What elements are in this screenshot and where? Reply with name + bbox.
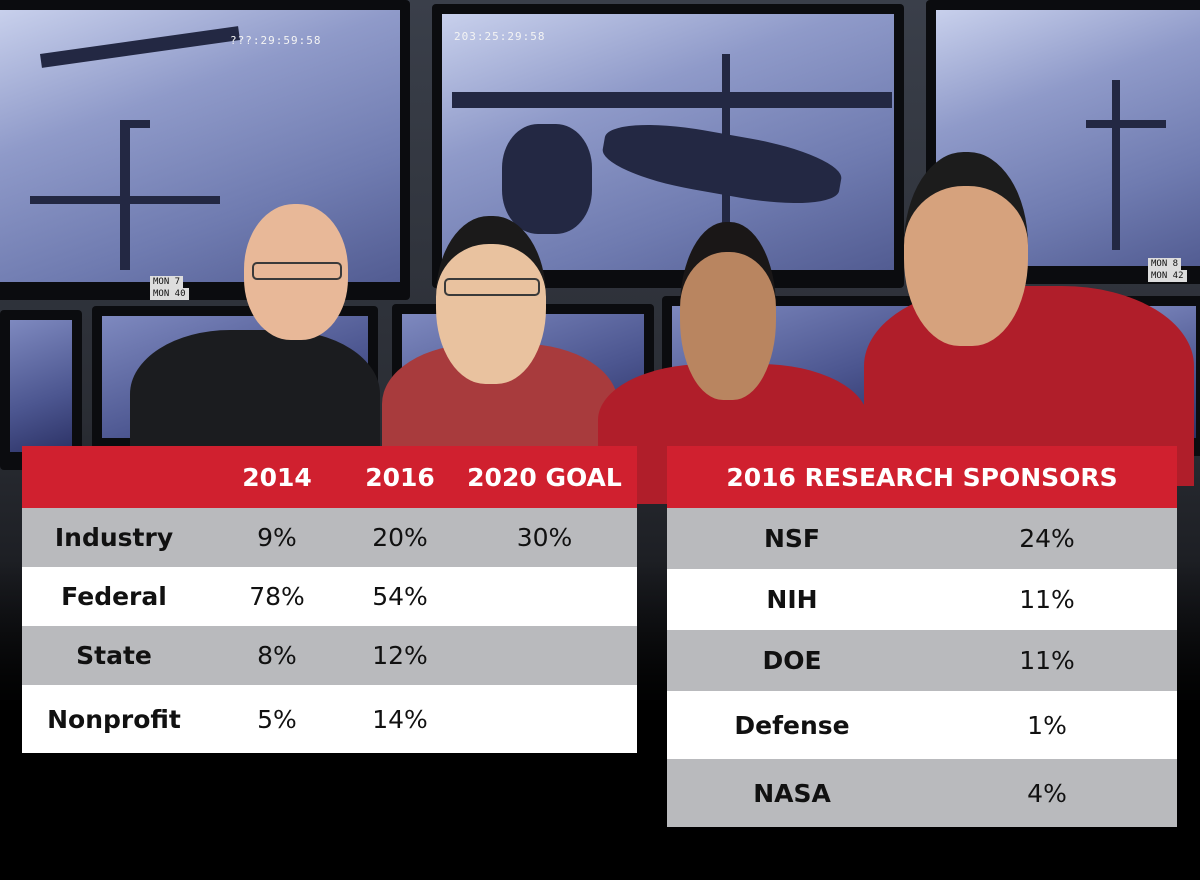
sponsor-name: NASA — [667, 759, 917, 827]
monitor-screen — [10, 320, 72, 452]
research-sponsors-table: 2016 RESEARCH SPONSORS NSF 24% NIH 11% D… — [667, 446, 1178, 827]
pipe-frame — [1112, 80, 1120, 250]
row-label: Federal — [22, 567, 206, 626]
row-label: Industry — [22, 508, 206, 567]
cell-2014: 9% — [206, 508, 348, 567]
cell-2014: 5% — [206, 685, 348, 753]
monitor-tag: MON 7 — [150, 276, 184, 288]
table-row: NSF 24% — [667, 508, 1178, 569]
header-2016: 2016 — [348, 446, 452, 508]
person-head — [680, 222, 776, 400]
diver-silhouette — [502, 124, 592, 234]
sponsor-share: 11% — [917, 630, 1178, 691]
header-2014: 2014 — [206, 446, 348, 508]
cell-2020-goal — [452, 567, 637, 626]
person-head — [904, 152, 1028, 346]
person-head — [436, 216, 546, 384]
table-row: DOE 11% — [667, 630, 1178, 691]
sponsor-share: 4% — [917, 759, 1178, 827]
table-row: Federal 78% 54% — [22, 567, 637, 626]
sponsor-name: DOE — [667, 630, 917, 691]
header-row: 2016 RESEARCH SPONSORS — [667, 446, 1178, 508]
cell-2016: 54% — [348, 567, 452, 626]
header-row: 2014 2016 2020 GOAL — [22, 446, 637, 508]
sponsor-name: NSF — [667, 508, 917, 569]
pipe-frame — [30, 196, 220, 204]
cell-2014: 78% — [206, 567, 348, 626]
monitor-timestamp: 203:25:29:58 — [454, 30, 546, 43]
monitor-tag: MON 42 — [1148, 270, 1187, 282]
sponsor-share: 1% — [917, 691, 1178, 759]
pipe-frame — [452, 92, 892, 108]
cell-2020-goal — [452, 626, 637, 685]
table-row: Nonprofit 5% 14% — [22, 685, 637, 753]
monitor-timestamp: ???:29:59:58 — [230, 34, 322, 47]
cell-2020-goal — [452, 685, 637, 753]
cell-2016: 14% — [348, 685, 452, 753]
pipe-frame — [1086, 120, 1166, 128]
monitor-tag: MON 40 — [150, 288, 189, 300]
header-2020-goal: 2020 GOAL — [452, 446, 637, 508]
monitor-top-left: ???:29:59:58 MON 7 MON 40 — [0, 0, 410, 300]
glasses-icon — [444, 278, 540, 296]
cell-2020-goal: 30% — [452, 508, 637, 567]
table-row: NASA 4% — [667, 759, 1178, 827]
row-label: Nonprofit — [22, 685, 206, 753]
sponsor-name: Defense — [667, 691, 917, 759]
table-row: Defense 1% — [667, 691, 1178, 759]
glasses-icon — [252, 262, 342, 280]
header-empty-cell — [22, 446, 206, 508]
pipe-frame — [120, 120, 150, 128]
sponsor-name: NIH — [667, 569, 917, 630]
pipe-frame — [120, 120, 130, 270]
funding-sources-table: 2014 2016 2020 GOAL Industry 9% 20% 30% … — [22, 446, 637, 753]
sponsor-share: 11% — [917, 569, 1178, 630]
cell-2016: 20% — [348, 508, 452, 567]
person-head — [244, 204, 348, 340]
row-label: State — [22, 626, 206, 685]
pipe-frame — [39, 26, 241, 68]
monitor-lower-1 — [0, 310, 82, 470]
table-row: State 8% 12% — [22, 626, 637, 685]
sponsor-share: 24% — [917, 508, 1178, 569]
table-row: Industry 9% 20% 30% — [22, 508, 637, 567]
monitor-tag: MON 8 — [1148, 258, 1182, 270]
cell-2016: 12% — [348, 626, 452, 685]
table-row: NIH 11% — [667, 569, 1178, 630]
cell-2014: 8% — [206, 626, 348, 685]
sponsors-title: 2016 RESEARCH SPONSORS — [667, 446, 1178, 508]
